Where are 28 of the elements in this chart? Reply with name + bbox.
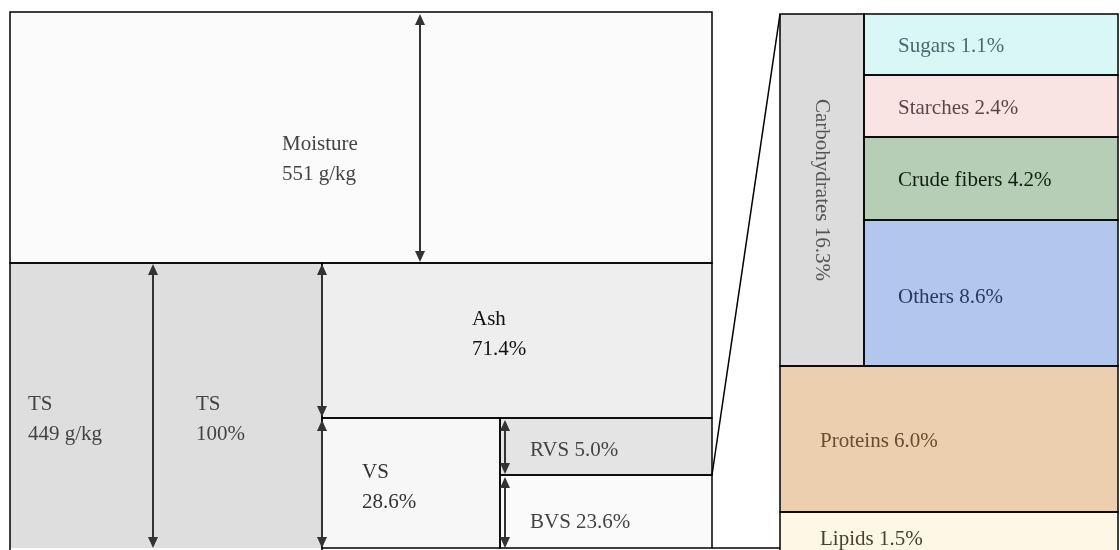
data-label: 5.0% bbox=[574, 437, 619, 461]
category-label: TS bbox=[28, 391, 53, 415]
data-label: 8.6% bbox=[959, 284, 1003, 308]
data-label: 449 g/kg bbox=[28, 421, 103, 445]
data-label: 16.3% bbox=[811, 226, 836, 281]
data-label: 551 g/kg bbox=[282, 161, 357, 185]
data-label: 71.4% bbox=[472, 336, 527, 360]
data-label: 23.6% bbox=[576, 509, 631, 533]
category-label: BVS bbox=[530, 509, 571, 533]
data-label: 2.4% bbox=[974, 95, 1019, 119]
category-label: TS bbox=[196, 391, 221, 415]
category-label: Others bbox=[898, 284, 954, 308]
data-label: 6.0% bbox=[894, 428, 938, 452]
category-label: Carbohydrates bbox=[811, 99, 836, 222]
data-label: 1.1% bbox=[960, 33, 1005, 57]
data-label: 100% bbox=[196, 421, 245, 445]
data-label: 28.6% bbox=[362, 489, 417, 513]
category-label: Sugars bbox=[898, 33, 956, 57]
data-label: 4.2% bbox=[1007, 167, 1052, 191]
category-label: Crude fibers bbox=[898, 167, 1003, 191]
category-label: Lipids bbox=[820, 526, 874, 550]
category-label: Moisture bbox=[282, 131, 358, 155]
category-label: Starches bbox=[898, 95, 970, 119]
data-label: 1.5% bbox=[878, 526, 923, 550]
category-label: VS bbox=[362, 459, 389, 483]
category-label: RVS bbox=[530, 437, 570, 461]
category-label: Proteins bbox=[820, 428, 889, 452]
category-label: Ash bbox=[472, 306, 507, 330]
